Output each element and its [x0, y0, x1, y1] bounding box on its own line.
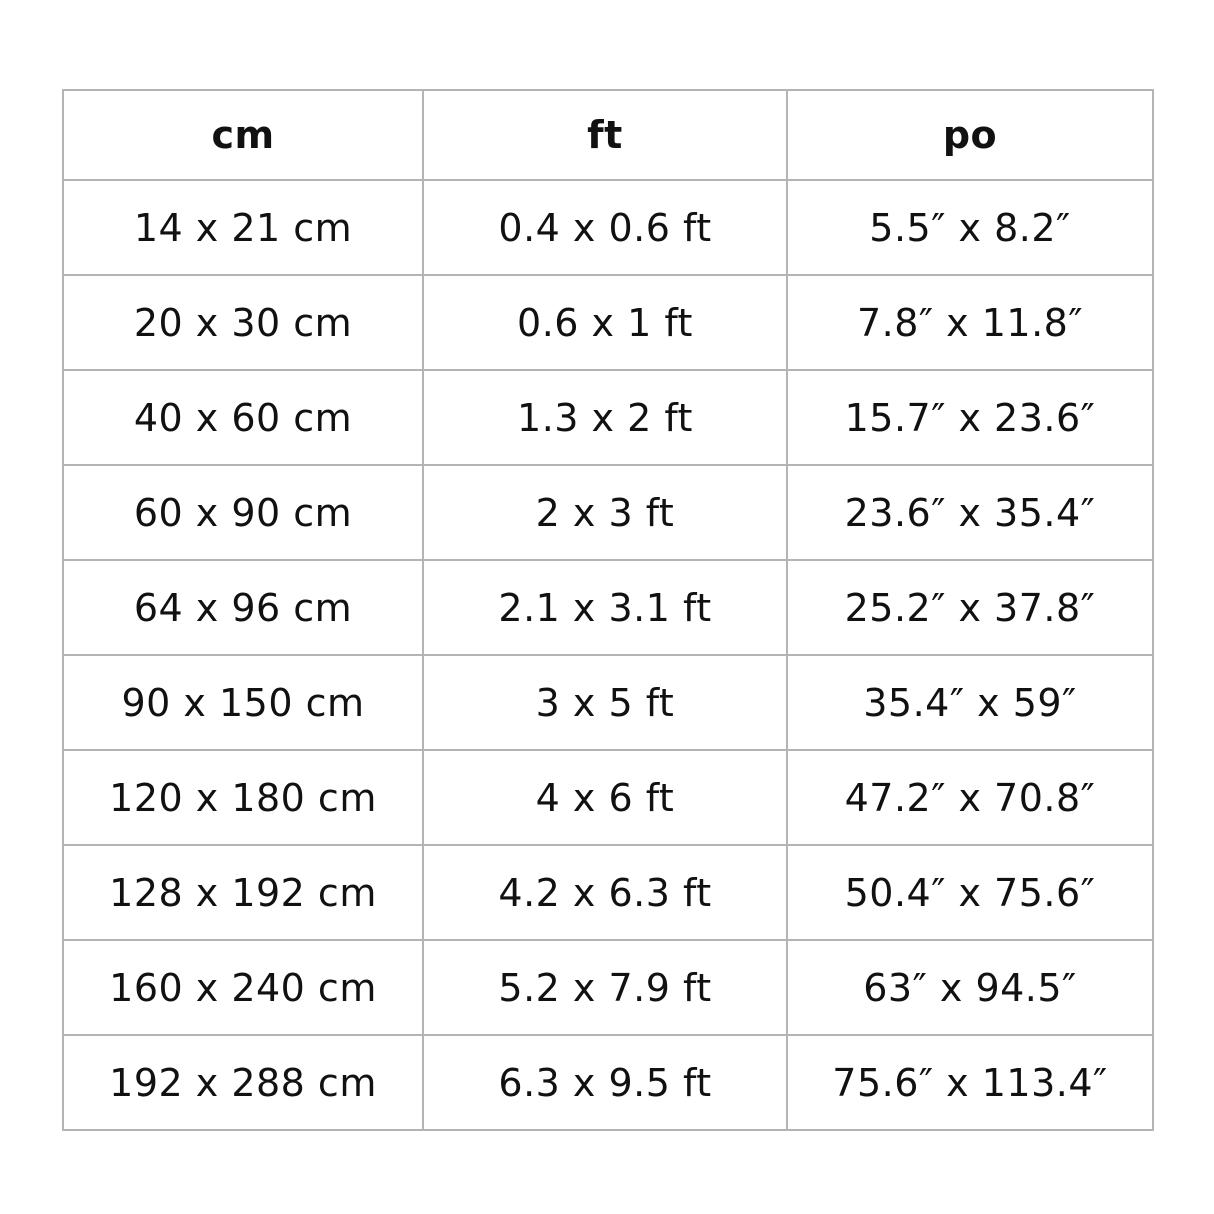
cell-po: 63″ x 94.5″ — [786, 939, 1154, 1036]
cell-ft: 2 x 3 ft — [422, 464, 788, 561]
cell-po: 50.4″ x 75.6″ — [786, 844, 1154, 941]
cell-ft: 4.2 x 6.3 ft — [422, 844, 788, 941]
cell-po: 5.5″ x 8.2″ — [786, 179, 1154, 276]
cell-po: 75.6″ x 113.4″ — [786, 1034, 1154, 1131]
header-cm: cm — [62, 89, 424, 181]
cell-cm: 120 x 180 cm — [62, 749, 424, 846]
cell-po: 7.8″ x 11.8″ — [786, 274, 1154, 371]
table-row: 64 x 96 cm 2.1 x 3.1 ft 25.2″ x 37.8″ — [62, 559, 1154, 656]
table-row: 160 x 240 cm 5.2 x 7.9 ft 63″ x 94.5″ — [62, 939, 1154, 1036]
header-ft: ft — [422, 89, 788, 181]
cell-cm: 60 x 90 cm — [62, 464, 424, 561]
cell-cm: 128 x 192 cm — [62, 844, 424, 941]
table-row: 40 x 60 cm 1.3 x 2 ft 15.7″ x 23.6″ — [62, 369, 1154, 466]
cell-po: 35.4″ x 59″ — [786, 654, 1154, 751]
cell-cm: 90 x 150 cm — [62, 654, 424, 751]
table-row: 90 x 150 cm 3 x 5 ft 35.4″ x 59″ — [62, 654, 1154, 751]
cell-cm: 64 x 96 cm — [62, 559, 424, 656]
size-conversion-table: cm ft po 14 x 21 cm 0.4 x 0.6 ft 5.5″ x 8.… — [62, 89, 1154, 1131]
table-row: 60 x 90 cm 2 x 3 ft 23.6″ x 35.4″ — [62, 464, 1154, 561]
cell-po: 25.2″ x 37.8″ — [786, 559, 1154, 656]
cell-ft: 2.1 x 3.1 ft — [422, 559, 788, 656]
cell-cm: 160 x 240 cm — [62, 939, 424, 1036]
cell-ft: 4 x 6 ft — [422, 749, 788, 846]
cell-ft: 0.4 x 0.6 ft — [422, 179, 788, 276]
cell-ft: 6.3 x 9.5 ft — [422, 1034, 788, 1131]
cell-ft: 5.2 x 7.9 ft — [422, 939, 788, 1036]
table-row: 128 x 192 cm 4.2 x 6.3 ft 50.4″ x 75.6″ — [62, 844, 1154, 941]
cell-cm: 40 x 60 cm — [62, 369, 424, 466]
header-row: cm ft po — [62, 89, 1154, 181]
table-row: 14 x 21 cm 0.4 x 0.6 ft 5.5″ x 8.2″ — [62, 179, 1154, 276]
cell-cm: 192 x 288 cm — [62, 1034, 424, 1131]
cell-cm: 20 x 30 cm — [62, 274, 424, 371]
cell-po: 23.6″ x 35.4″ — [786, 464, 1154, 561]
table-row: 192 x 288 cm 6.3 x 9.5 ft 75.6″ x 113.4″ — [62, 1034, 1154, 1131]
cell-ft: 0.6 x 1 ft — [422, 274, 788, 371]
table-row: 120 x 180 cm 4 x 6 ft 47.2″ x 70.8″ — [62, 749, 1154, 846]
header-po: po — [786, 89, 1154, 181]
cell-po: 15.7″ x 23.6″ — [786, 369, 1154, 466]
cell-po: 47.2″ x 70.8″ — [786, 749, 1154, 846]
cell-ft: 3 x 5 ft — [422, 654, 788, 751]
cell-cm: 14 x 21 cm — [62, 179, 424, 276]
table-row: 20 x 30 cm 0.6 x 1 ft 7.8″ x 11.8″ — [62, 274, 1154, 371]
cell-ft: 1.3 x 2 ft — [422, 369, 788, 466]
